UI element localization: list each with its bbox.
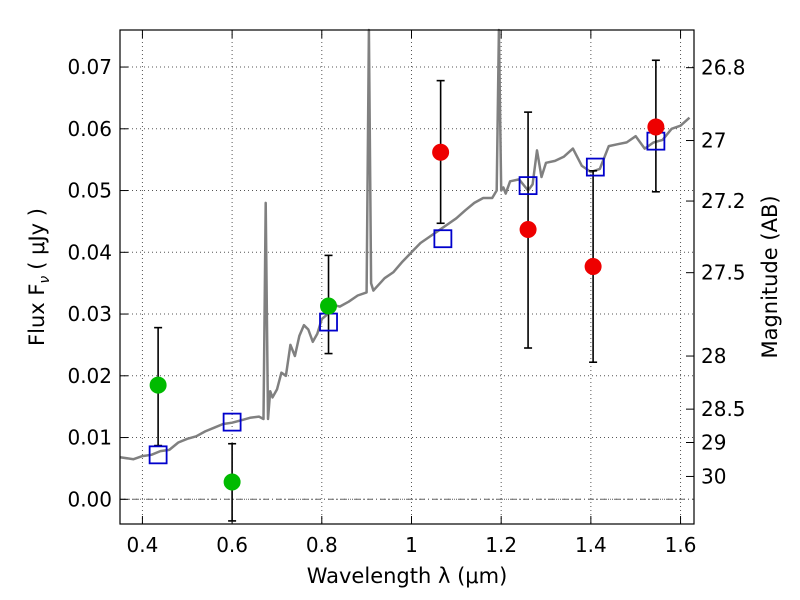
y-axis-label: Flux Fν ( μJy ) [25,208,53,346]
y2-tick-label: 28.5 [701,397,746,421]
model-square [585,157,605,177]
template-spectrum [119,28,691,461]
y-axis-label-main: Flux F [25,284,49,346]
y-tick-label: 0.00 [67,487,112,511]
y-tick-label: 0.01 [67,426,112,450]
y-axis-label-unit: ( μJy ) [25,208,49,270]
y2-tick-label: 27.2 [701,189,746,213]
observed-point [647,118,665,136]
template-spectrum-line [119,28,691,461]
observed-point [519,220,537,238]
y2-axis-label: Magnitude (AB) [758,195,782,358]
observed-point [223,473,241,491]
x-tick-label: 0.4 [127,533,159,557]
plot-frame [119,29,695,525]
observed-points [149,118,665,491]
x-axis-label: Wavelength λ (μm) [307,564,508,588]
y2-tick-label: 30 [701,464,726,488]
plot-background [120,30,694,524]
observed-point [432,143,450,161]
observed-point [320,297,338,315]
model-square [222,412,242,432]
x-tick-label: 1.6 [665,533,697,557]
model-square [518,176,538,196]
x-tick-label: 0.8 [306,533,338,557]
y-tick-label: 0.04 [67,240,112,264]
y-tick-label: 0.02 [67,364,112,388]
y-tick-label: 0.06 [67,117,112,141]
x-tick-label: 1 [405,533,418,557]
model-square [148,445,168,465]
y2-axis-ticks: 26.8 27 27.2 27.5 28 28.5 29 30 [686,56,746,488]
x-axis-ticks: 0.4 0.6 0.8 1 1.2 1.4 1.6 [127,30,697,557]
y-axis-ticks: 0.00 0.01 0.02 0.03 0.04 0.05 0.06 0.07 [67,55,128,511]
y2-tick-label: 26.8 [701,56,746,80]
x-tick-label: 0.6 [216,533,248,557]
observed-point [149,376,167,394]
y2-tick-label: 27.5 [701,261,746,285]
y-tick-label: 0.03 [67,302,112,326]
observed-point [584,258,602,276]
model-square [433,229,453,249]
x-tick-label: 1.2 [485,533,517,557]
y-axis-label-sub: ν [37,276,53,284]
y-tick-label: 0.07 [67,55,112,79]
y2-tick-label: 27 [701,129,726,153]
x-tick-label: 1.4 [575,533,607,557]
y2-tick-label: 28 [701,344,726,368]
y-tick-label: 0.05 [67,179,112,203]
y2-tick-label: 29 [701,430,726,454]
